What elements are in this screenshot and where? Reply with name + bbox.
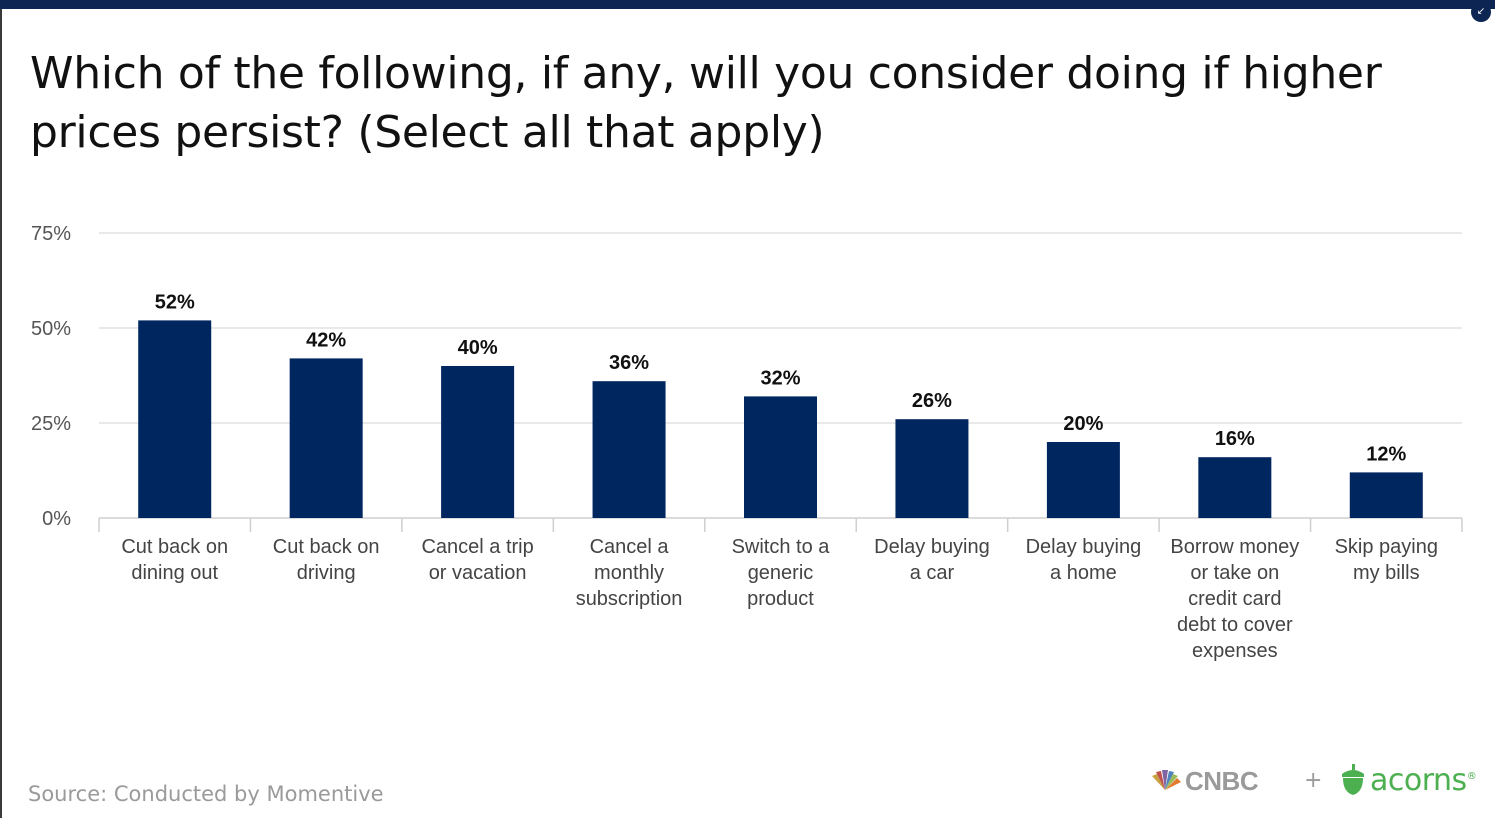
acorns-logo: acorns® (1340, 760, 1477, 800)
peacock-icon (1152, 770, 1181, 790)
chart-title: Which of the following, if any, will you… (30, 48, 1382, 158)
cnbc-wordmark: CNBC (1185, 765, 1259, 796)
bar (441, 366, 515, 518)
data-label: 20% (1063, 413, 1103, 435)
source-note: Source: Conducted by Momentive (28, 782, 384, 806)
category-label: Cancel a monthly subscription (576, 536, 683, 610)
category-label: Switch to a generic product (732, 536, 831, 610)
top-accent-bar (0, 0, 1495, 9)
data-label: 40% (458, 337, 498, 359)
y-tick-label: 75% (31, 223, 71, 245)
logo-plus: + (1304, 768, 1323, 793)
acorns-wordmark: acorns® (1370, 762, 1477, 798)
collapse-icon[interactable]: ↙ (1471, 2, 1491, 22)
y-tick-label: 0% (42, 508, 71, 530)
category-label: Skip paying my bills (1335, 536, 1438, 584)
category-label: Delay buying a car (874, 536, 990, 584)
category-label: Cancel a trip or vacation (421, 536, 533, 584)
category-label: Cut back on dining out (121, 536, 228, 584)
data-label: 52% (155, 291, 195, 313)
category-label: Borrow money or take on credit card debt to… (1170, 536, 1299, 662)
bar (1349, 472, 1423, 518)
data-label: 42% (306, 329, 346, 351)
category-label: Cut back on driving (273, 536, 380, 584)
data-label: 32% (760, 367, 800, 389)
left-border (0, 9, 2, 818)
bar (744, 396, 817, 518)
bar (592, 381, 666, 518)
bar (1198, 457, 1272, 518)
bar (138, 320, 212, 518)
data-label: 12% (1366, 443, 1406, 465)
category-label: Delay buying a home (1026, 536, 1142, 584)
data-label: 16% (1215, 428, 1255, 450)
y-tick-label: 50% (31, 318, 71, 340)
y-tick-label: 25% (31, 413, 71, 435)
bar (895, 419, 969, 518)
bar (289, 358, 363, 518)
bar (1046, 442, 1120, 518)
acorn-icon (1342, 764, 1364, 795)
cnbc-logo: CNBC (1148, 765, 1259, 796)
data-label: 36% (609, 352, 649, 374)
data-label: 26% (912, 390, 952, 412)
